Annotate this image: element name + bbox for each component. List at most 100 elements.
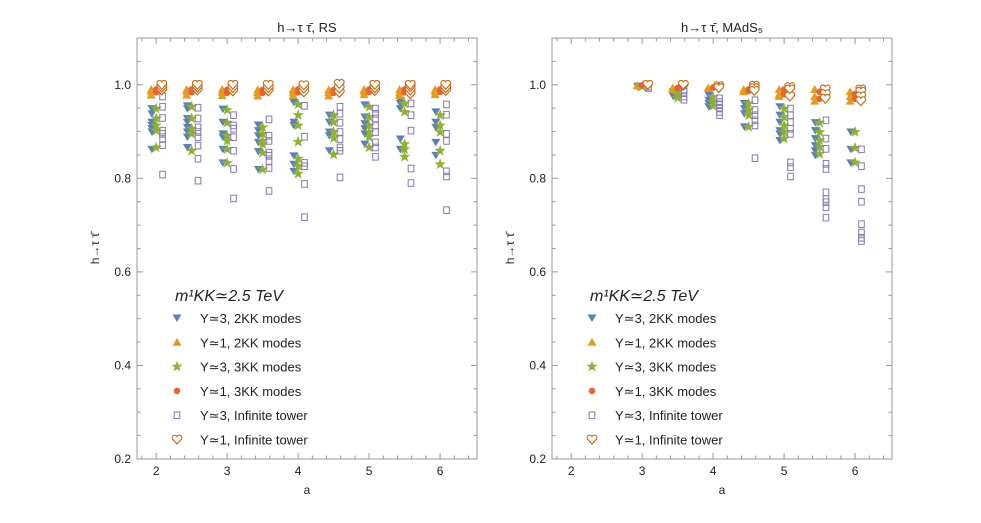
data-point — [443, 100, 450, 109]
data-point — [858, 237, 865, 245]
data-point — [787, 130, 794, 138]
y-axis-label: h→τ τ̄ — [88, 231, 102, 264]
data-point — [301, 132, 308, 141]
data-point — [372, 138, 379, 147]
x-tick-label: 4 — [710, 464, 717, 478]
data-point — [333, 78, 345, 90]
data-point — [230, 165, 237, 173]
data-point — [218, 118, 228, 127]
data-point — [292, 98, 304, 110]
data-point — [671, 91, 684, 103]
data-point — [150, 102, 162, 114]
data-point — [849, 126, 861, 137]
chart-title: h→τ τ̄, RS — [277, 20, 337, 35]
legend-entry: Y≃1, 2KK modes — [200, 335, 302, 350]
data-point — [787, 104, 794, 113]
data-point — [742, 97, 755, 109]
data-point — [787, 158, 794, 167]
data-point — [858, 162, 865, 170]
data-point — [227, 79, 239, 91]
legend-marker-triangle-down — [587, 314, 597, 322]
data-point — [787, 124, 794, 133]
data-point — [443, 172, 450, 181]
legend-entry: Y≃1, 2KK modes — [615, 335, 717, 350]
data-point — [813, 141, 826, 152]
x-tick-label: 6 — [437, 464, 444, 478]
data-point — [742, 109, 755, 120]
data-point — [398, 150, 411, 162]
data-point — [292, 109, 304, 120]
data-point — [182, 143, 192, 152]
data-point — [191, 79, 203, 91]
data-point — [262, 79, 274, 91]
y-tick-label: 0.6 — [114, 265, 131, 279]
data-point — [301, 213, 308, 221]
chart-title: h→τ τ̄, MAdS₅ — [681, 20, 763, 35]
legend-marker-circle — [588, 387, 596, 395]
data-point — [327, 148, 340, 160]
data-point — [434, 109, 446, 120]
data-point — [292, 135, 304, 147]
data-point — [434, 119, 446, 131]
legend-entry: Y≃1, Infinite tower — [615, 433, 723, 448]
data-point — [407, 164, 415, 173]
data-point — [156, 79, 168, 91]
data-point — [858, 145, 865, 154]
data-point — [221, 134, 233, 146]
data-point — [778, 132, 790, 144]
data-point — [327, 126, 340, 137]
data-point — [822, 188, 830, 197]
legend-entry: Y≃3, 2KK modes — [615, 311, 717, 326]
data-point — [194, 133, 202, 141]
data-point — [194, 114, 202, 123]
y-tick-label: 0.6 — [529, 265, 546, 279]
data-point — [443, 137, 450, 145]
legend-title: m¹KK≃2.5 TeV — [590, 288, 699, 305]
legend-entry: Y≃3, Infinite tower — [615, 408, 723, 423]
data-point — [819, 93, 831, 105]
data-point — [265, 137, 273, 145]
data-point — [398, 97, 411, 109]
data-point — [256, 138, 269, 149]
x-tick-label: 5 — [366, 464, 373, 478]
data-point — [194, 123, 202, 132]
data-point — [751, 106, 759, 114]
data-point — [849, 141, 861, 153]
data-point — [751, 96, 759, 105]
legend-marker-star — [586, 360, 598, 372]
data-point — [256, 146, 269, 158]
data-point — [819, 84, 831, 95]
data-point — [253, 148, 263, 156]
data-point — [751, 116, 759, 125]
data-point — [845, 96, 855, 105]
data-point — [159, 170, 166, 179]
data-point — [301, 180, 308, 188]
legend-marker-star — [171, 360, 183, 372]
data-point — [372, 104, 379, 113]
data-point — [289, 152, 299, 160]
data-point — [159, 114, 166, 122]
data-point — [774, 91, 784, 100]
data-point — [150, 141, 162, 153]
data-point — [327, 132, 340, 143]
data-point — [813, 126, 826, 137]
data-point — [822, 198, 830, 206]
x-tick-label: 4 — [295, 464, 302, 478]
data-point — [395, 135, 405, 144]
legend-marker-heart-open — [586, 434, 598, 445]
data-point — [185, 100, 198, 112]
data-point — [194, 176, 202, 185]
legend-marker-circle — [173, 387, 181, 395]
data-point — [784, 91, 796, 102]
data-point — [858, 185, 865, 193]
data-point — [230, 111, 237, 119]
data-point — [265, 164, 273, 172]
legend-entry: Y≃3, 3KK modes — [200, 360, 302, 375]
data-point — [822, 116, 830, 125]
data-point — [858, 220, 865, 228]
data-point — [265, 187, 273, 195]
data-point — [327, 116, 340, 128]
data-point — [407, 126, 415, 135]
legend-marker-square-open — [173, 411, 181, 419]
data-point — [256, 121, 269, 133]
